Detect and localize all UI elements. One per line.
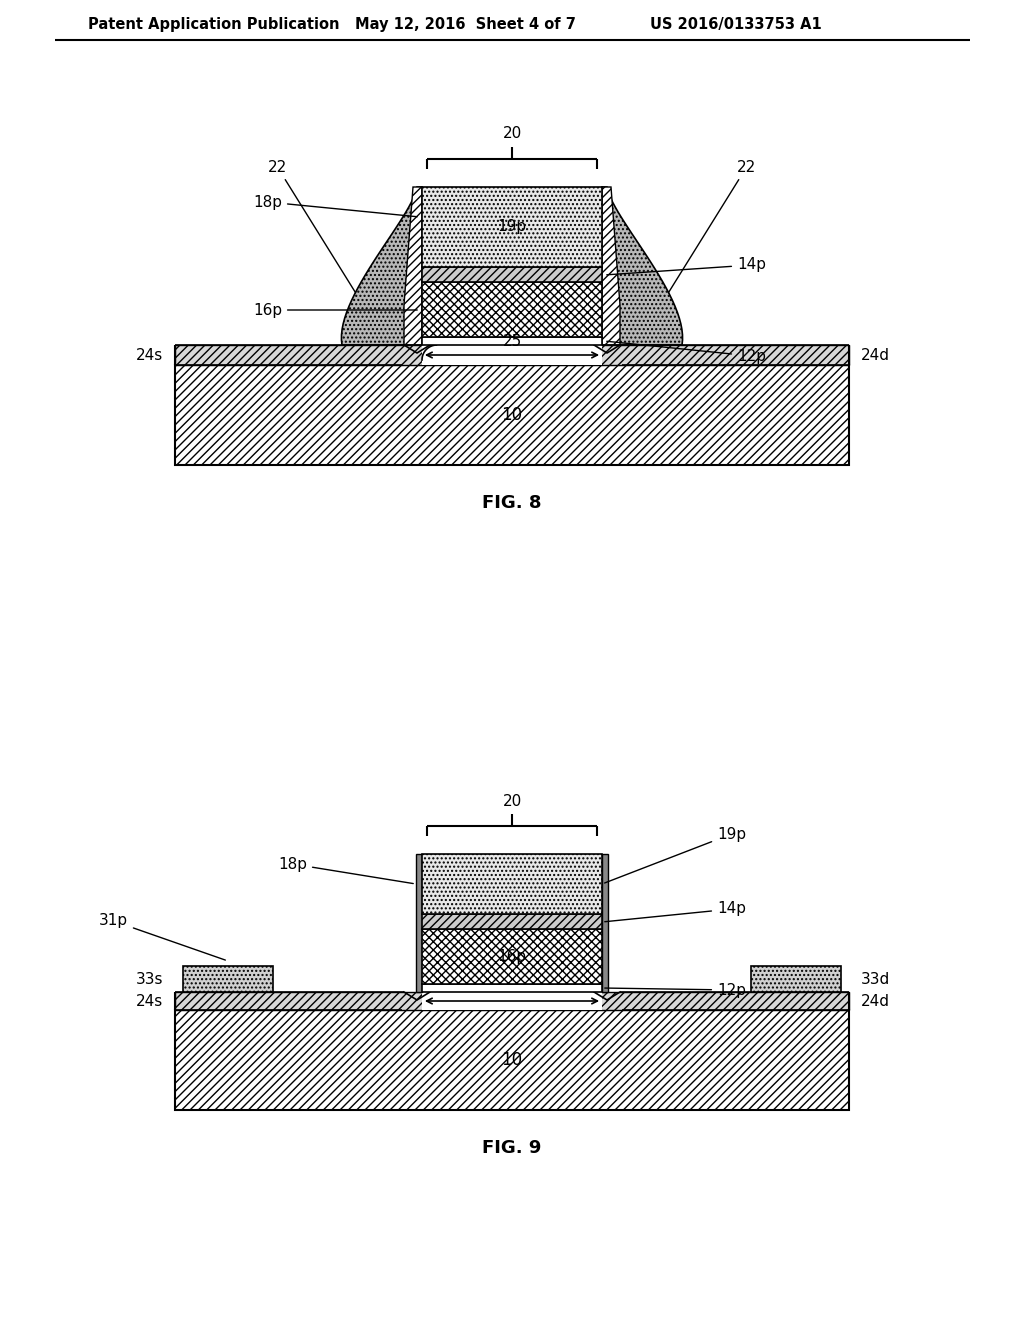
Bar — [422, 854, 602, 913]
Bar — [422, 913, 602, 929]
Bar — [422, 993, 602, 1010]
Bar — [175, 345, 849, 366]
Bar — [422, 187, 602, 267]
Bar — [422, 267, 602, 282]
Bar — [175, 993, 849, 1010]
Text: 25: 25 — [503, 981, 521, 995]
Text: 20: 20 — [503, 793, 521, 808]
Text: 22: 22 — [267, 160, 355, 293]
Bar — [422, 983, 602, 993]
Text: 24s: 24s — [136, 347, 163, 363]
Bar — [602, 854, 608, 993]
Bar — [416, 854, 422, 993]
Text: 24d: 24d — [861, 994, 890, 1008]
Polygon shape — [341, 187, 422, 345]
Text: FIG. 8: FIG. 8 — [482, 494, 542, 512]
Text: May 12, 2016  Sheet 4 of 7: May 12, 2016 Sheet 4 of 7 — [355, 16, 575, 32]
Text: 18p: 18p — [278, 857, 414, 883]
Polygon shape — [404, 187, 422, 345]
Text: 14p: 14p — [605, 902, 746, 921]
Text: 18p: 18p — [253, 194, 417, 216]
Text: US 2016/0133753 A1: US 2016/0133753 A1 — [650, 16, 821, 32]
Polygon shape — [602, 187, 620, 345]
Bar — [175, 1010, 849, 1110]
Bar — [422, 282, 602, 337]
Bar — [175, 366, 849, 465]
Text: 12p: 12p — [605, 982, 746, 998]
Text: Patent Application Publication: Patent Application Publication — [88, 16, 340, 32]
Text: 24d: 24d — [861, 347, 890, 363]
Text: FIG. 9: FIG. 9 — [482, 1139, 542, 1158]
Text: 10: 10 — [502, 1051, 522, 1069]
Text: 33s: 33s — [135, 972, 163, 986]
Text: 12p: 12p — [607, 342, 766, 363]
Text: 22: 22 — [669, 160, 757, 293]
Bar — [422, 337, 602, 345]
Bar — [751, 966, 841, 993]
Text: 31p: 31p — [99, 913, 225, 960]
Text: 25: 25 — [503, 334, 521, 348]
Text: 16p: 16p — [498, 949, 526, 965]
Text: 20: 20 — [503, 127, 521, 141]
Bar — [183, 966, 273, 993]
Text: 10: 10 — [502, 407, 522, 424]
Bar — [422, 345, 602, 366]
Polygon shape — [602, 187, 683, 345]
Text: 19p: 19p — [604, 826, 746, 883]
Text: 33d: 33d — [861, 972, 890, 986]
Text: 14p: 14p — [607, 257, 766, 275]
Text: 16p: 16p — [253, 302, 417, 318]
Text: 19p: 19p — [498, 219, 526, 235]
Bar — [422, 929, 602, 983]
Text: 24s: 24s — [136, 994, 163, 1008]
